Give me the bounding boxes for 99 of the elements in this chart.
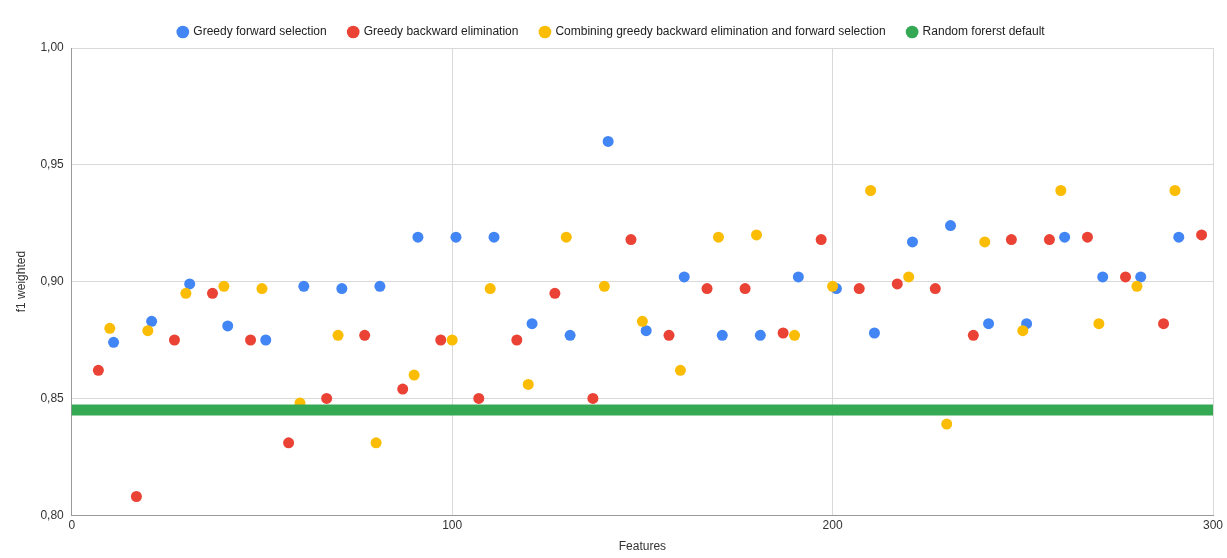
point	[283, 437, 295, 449]
point	[564, 329, 576, 341]
point	[207, 287, 219, 299]
point	[1169, 185, 1181, 196]
point	[256, 283, 268, 295]
point	[446, 334, 458, 346]
point	[602, 135, 614, 147]
point	[245, 334, 257, 346]
y-tick-label: 0,85	[40, 390, 65, 405]
point	[1055, 185, 1067, 196]
point	[716, 329, 728, 341]
point	[906, 236, 918, 248]
point	[1059, 231, 1071, 243]
point	[678, 271, 690, 283]
point	[1005, 234, 1017, 246]
point	[1135, 271, 1147, 283]
point	[983, 318, 995, 330]
point	[754, 329, 766, 341]
point	[712, 231, 724, 243]
point	[332, 329, 344, 341]
point	[130, 491, 142, 503]
point	[945, 220, 957, 232]
point	[560, 231, 572, 243]
point	[979, 236, 991, 248]
point	[511, 334, 523, 346]
point	[1093, 318, 1105, 330]
legend-label: Combining greedy backward elimination and forward selection	[555, 24, 886, 39]
point	[1097, 271, 1109, 283]
point	[408, 369, 420, 381]
point	[146, 315, 158, 327]
point	[549, 287, 561, 299]
point	[260, 334, 272, 346]
point	[967, 329, 979, 341]
point	[374, 280, 386, 292]
point	[321, 392, 333, 404]
point	[868, 327, 880, 339]
point	[298, 280, 310, 292]
point	[941, 418, 953, 430]
legend-label: Greedy backward elimination	[363, 24, 519, 39]
point	[450, 231, 462, 243]
point	[484, 283, 496, 295]
point	[701, 283, 713, 295]
point	[929, 283, 941, 295]
point	[674, 364, 686, 376]
point	[435, 334, 447, 346]
x-tick-label: 300	[1202, 517, 1224, 532]
point	[1158, 318, 1170, 330]
y-tick-label: 1,00	[40, 40, 65, 55]
point	[397, 383, 409, 395]
point	[1043, 234, 1055, 246]
point	[853, 283, 865, 295]
point	[891, 278, 903, 290]
point	[1173, 231, 1185, 243]
point	[168, 334, 180, 346]
point	[865, 185, 877, 196]
point	[522, 378, 534, 390]
point	[789, 329, 801, 341]
point	[1017, 325, 1029, 337]
point	[792, 271, 804, 283]
point	[663, 329, 675, 341]
point	[598, 280, 610, 292]
legend-label: Random forerst default	[922, 24, 1046, 39]
point	[336, 283, 348, 295]
point	[1081, 231, 1093, 243]
x-tick-label: 0	[68, 517, 76, 532]
point	[1120, 271, 1132, 283]
point	[739, 283, 751, 295]
x-tick-label: 200	[822, 517, 843, 532]
point	[903, 271, 915, 283]
point	[218, 280, 230, 292]
point	[587, 392, 599, 404]
point	[625, 234, 637, 246]
point	[636, 315, 648, 327]
point	[108, 336, 120, 348]
point	[751, 229, 762, 241]
point	[104, 322, 116, 334]
point	[184, 278, 196, 290]
point	[92, 364, 104, 376]
point	[526, 318, 538, 330]
point	[473, 392, 485, 404]
y-tick-label: 0,95	[40, 157, 65, 172]
x-tick-label: 100	[442, 517, 463, 532]
point	[1196, 229, 1208, 241]
point	[222, 320, 234, 332]
point	[815, 234, 827, 246]
y-tick-label: 0,90	[40, 273, 65, 288]
legend-label: Greedy forward selection	[193, 24, 327, 39]
point	[142, 325, 154, 337]
point	[412, 231, 424, 243]
point	[1131, 280, 1143, 292]
point	[777, 327, 789, 339]
point	[180, 287, 192, 299]
point	[488, 231, 500, 243]
point	[370, 437, 382, 449]
x-axis-title: Features	[618, 539, 667, 554]
point	[640, 325, 652, 337]
point	[359, 329, 371, 341]
y-tick-label: 0,80	[40, 507, 65, 522]
y-axis-title: f1 weighted	[13, 250, 28, 313]
